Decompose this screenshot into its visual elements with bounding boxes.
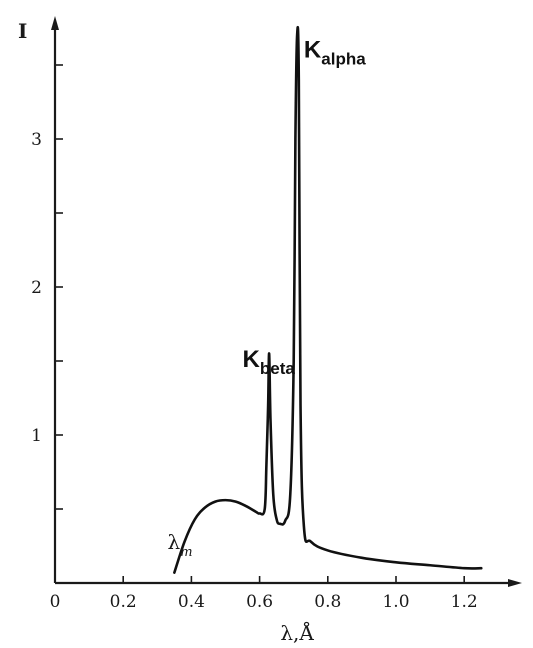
x-axis-unit: Å xyxy=(298,620,314,645)
k-beta-label-subscript: beta xyxy=(260,359,296,378)
x-axis-title: λ,Å xyxy=(280,620,314,645)
lambda-min-label-subscript: m xyxy=(180,545,192,560)
x-tick-label: 0.6 xyxy=(246,592,273,612)
x-tick-label: 0.8 xyxy=(314,592,341,612)
x-tick-label: 1.0 xyxy=(382,592,409,612)
x-tick-label: 0 xyxy=(50,592,61,612)
y-axis-arrow xyxy=(51,16,59,30)
x-tick-label: 1.2 xyxy=(451,592,478,612)
k-alpha-label-subscript: alpha xyxy=(321,50,366,69)
spectrum-curve xyxy=(173,25,483,574)
y-axis-title: I xyxy=(18,19,27,43)
x-tick-label: 0.4 xyxy=(178,592,205,612)
k-beta-label: Kbeta xyxy=(243,346,296,378)
y-tick-label: 3 xyxy=(31,130,42,150)
k-alpha-label: Kalpha xyxy=(304,37,366,69)
x-axis-arrow xyxy=(508,579,522,587)
y-tick-label: 2 xyxy=(31,278,42,298)
x-tick-label: 0.2 xyxy=(110,592,137,612)
y-tick-label: 1 xyxy=(31,426,42,446)
